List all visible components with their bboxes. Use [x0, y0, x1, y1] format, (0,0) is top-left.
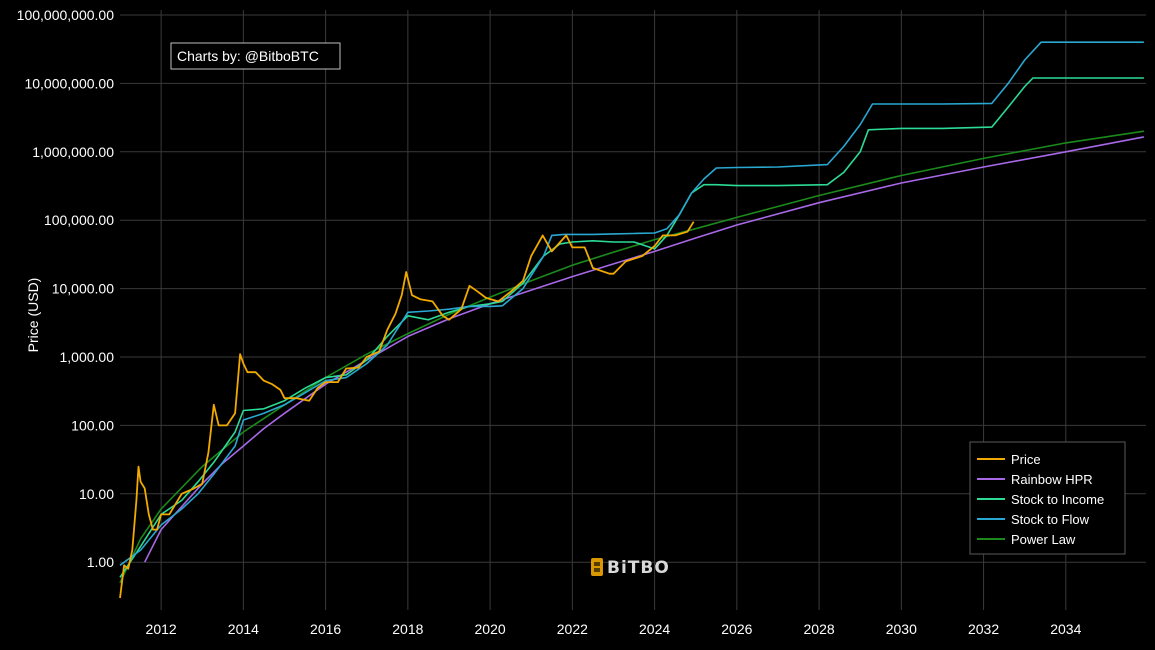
x-tick-label: 2032: [968, 621, 999, 637]
credit-text: Charts by: @BitboBTC: [177, 48, 319, 64]
x-tick-label: 2022: [557, 621, 588, 637]
y-tick-label: 10,000.00: [52, 281, 114, 297]
y-tick-label: 10.00: [79, 486, 114, 502]
y-tick-label: 1,000,000.00: [32, 144, 114, 160]
credit-box: Charts by: @BitboBTC: [170, 42, 341, 70]
y-tick-label: 10,000,000.00: [24, 75, 114, 91]
price-line: [119, 221, 695, 599]
y-tick-label: 100,000,000.00: [17, 7, 115, 23]
x-tick-label: 2026: [721, 621, 752, 637]
stock-to-income-line: [119, 77, 1144, 578]
legend-label: Rainbow HPR: [1011, 472, 1093, 487]
x-tick-label: 2016: [310, 621, 341, 637]
watermark: BiTBO: [591, 558, 670, 578]
y-tick-label: 100,000.00: [44, 212, 114, 228]
y-tick-label: 1.00: [87, 554, 114, 570]
x-tick-label: 2028: [804, 621, 835, 637]
x-tick-label: 2024: [639, 621, 670, 637]
bitbo-logo-icon: [591, 558, 603, 576]
series-layer: [119, 41, 1145, 599]
y-tick-label: 100.00: [71, 417, 114, 433]
legend: Price Rainbow HPR Stock to Income Stock to …: [969, 441, 1126, 555]
x-tick-label: 2034: [1050, 621, 1081, 637]
axis-layer: 1.00 10.00 100.00 1,000.00 10,000.00 100,000.…: [17, 7, 1082, 637]
legend-label: Stock to Income: [1011, 492, 1104, 507]
y-tick-label: 1,000.00: [60, 349, 115, 365]
y-axis-title: Price (USD): [25, 278, 41, 353]
x-tick-label: 2020: [475, 621, 506, 637]
legend-label: Power Law: [1011, 532, 1076, 547]
x-tick-label: 2012: [146, 621, 177, 637]
x-tick-label: 2030: [886, 621, 917, 637]
stock-to-flow-line: [119, 41, 1144, 566]
legend-label: Price: [1011, 452, 1041, 467]
brand-name: BiTBO: [607, 558, 670, 578]
x-tick-label: 2018: [392, 621, 423, 637]
grid-layer: [120, 10, 1146, 610]
x-tick-label: 2014: [228, 621, 259, 637]
credit-box-border: [170, 42, 341, 70]
legend-label: Stock to Flow: [1011, 512, 1090, 527]
